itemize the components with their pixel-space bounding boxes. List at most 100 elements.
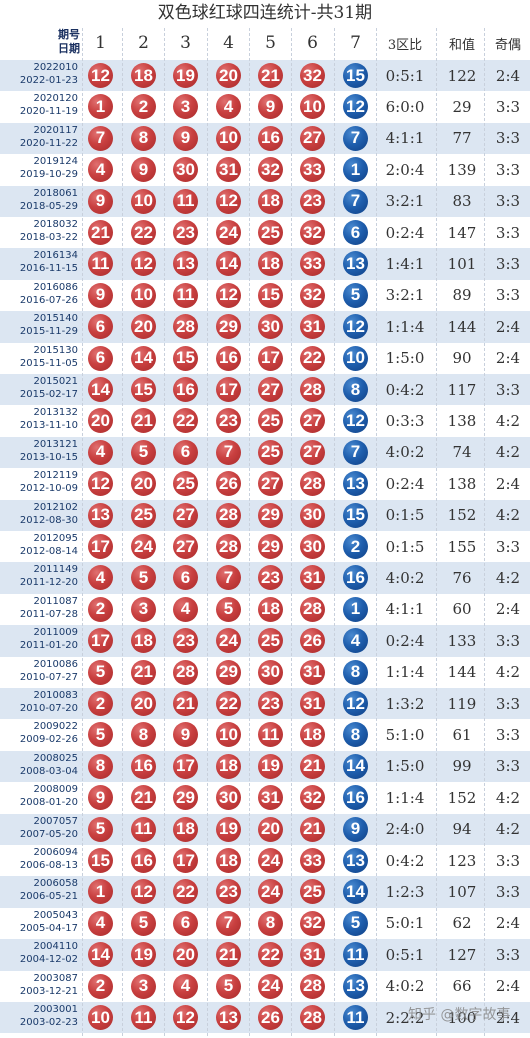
odd-even-value: 3:3 — [495, 882, 521, 901]
blue-ball: 7 — [343, 188, 368, 214]
page-title: 双色球红球四连统计-共31期 — [157, 3, 373, 23]
column-separator — [249, 28, 250, 1036]
red-ball: 31 — [300, 942, 325, 968]
red-ball: 5 — [88, 722, 113, 748]
blue-ball: 7 — [343, 125, 368, 151]
odd-even-value: 3:3 — [495, 537, 521, 556]
red-ball: 21 — [258, 63, 283, 88]
blue-ball: 16 — [343, 785, 368, 811]
blue-ball: 15 — [343, 502, 368, 528]
table-row: 2016086 2016-07-26 9 10 11 12 15 32 5 3:2:1 89 3:3 — [0, 280, 530, 311]
red-ball: 20 — [88, 408, 113, 434]
draw-date: 2015-02-17 — [19, 389, 78, 400]
table-row: 2022010 2022-01-23 12 18 19 20 21 32 15 0:5:1 122 2… — [0, 60, 530, 92]
period-number: 2006058 — [33, 878, 78, 890]
period-date-cell: 2008025 2008-03-04 — [0, 751, 80, 782]
period-number: 2011009 — [33, 627, 78, 639]
odd-even-value: 3:3 — [495, 694, 521, 713]
red-ball: 17 — [88, 628, 113, 654]
red-ball: 23 — [258, 691, 283, 716]
sum-value: 62 — [452, 914, 472, 933]
red-ball: 21 — [131, 408, 156, 434]
red-ball: 15 — [173, 345, 198, 371]
period-number: 2004110 — [33, 941, 78, 953]
odd-even-value: 4:2 — [495, 820, 521, 839]
red-ball: 19 — [131, 942, 156, 968]
blue-ball: 1 — [343, 157, 368, 183]
period-number: 2022010 — [33, 62, 78, 73]
period-date-cell: 2020117 2020-11-22 — [0, 123, 80, 154]
draw-date: 2007-05-20 — [19, 828, 78, 840]
draw-date: 2015-11-29 — [19, 326, 78, 338]
red-ball: 9 — [173, 722, 198, 748]
blue-ball: 12 — [343, 94, 368, 120]
period-date-cell: 2018032 2018-03-22 — [0, 217, 80, 248]
column-separator — [122, 28, 123, 1036]
odd-even-value: 3:3 — [495, 631, 521, 650]
red-ball: 21 — [300, 753, 325, 779]
red-ball: 30 — [173, 157, 198, 183]
red-ball: 12 — [131, 251, 156, 277]
odd-even-value: 3:3 — [495, 757, 521, 776]
period-number: 2011149 — [33, 564, 78, 576]
odd-even-value: 3:3 — [495, 945, 521, 964]
red-ball: 20 — [131, 471, 156, 497]
red-ball: 30 — [300, 534, 325, 559]
red-ball: 5 — [216, 973, 241, 999]
red-ball: 22 — [258, 942, 283, 968]
blue-ball: 13 — [343, 251, 368, 277]
red-ball: 8 — [131, 125, 156, 151]
red-ball: 5 — [131, 565, 156, 591]
red-ball: 28 — [216, 502, 241, 528]
red-ball: 1 — [88, 879, 113, 905]
column-separator — [82, 28, 83, 1036]
red-ball: 11 — [131, 816, 156, 842]
table-row: 2013121 2013-10-15 4 5 6 7 25 27 7 4:0:2 74 4:2 — [0, 436, 530, 469]
period-date-cell: 2008009 2008-01-20 — [0, 782, 80, 813]
red-ball: 32 — [300, 282, 325, 308]
period-date-cell: 2015140 2015-11-29 — [0, 311, 80, 342]
blue-ball: 12 — [343, 408, 368, 434]
red-ball: 4 — [216, 94, 241, 120]
blue-ball: 13 — [343, 973, 368, 999]
blue-ball: 12 — [343, 691, 368, 716]
sum-value: 152 — [447, 788, 477, 807]
zone-ratio-value: 4:1:1 — [385, 129, 425, 148]
sum-value: 155 — [447, 537, 477, 556]
period-number: 2020117 — [33, 124, 78, 136]
red-ball: 22 — [173, 879, 198, 905]
zone-ratio-header: 3区比 — [387, 37, 423, 53]
red-ball: 7 — [216, 565, 241, 591]
red-ball: 14 — [216, 251, 241, 277]
red-ball: 18 — [258, 251, 283, 277]
red-ball: 23 — [173, 628, 198, 654]
red-ball: 30 — [258, 314, 283, 340]
period-number: 2015140 — [33, 313, 78, 325]
red-ball: 33 — [300, 848, 325, 873]
red-ball: 9 — [258, 94, 283, 120]
blue-ball: 8 — [343, 377, 368, 402]
table-row: 2006058 2006-05-21 1 12 22 23 24 25 14 1:2:3 107 3:… — [0, 876, 530, 908]
table-row: 2011087 2011-07-28 2 3 4 5 18 28 1 4:1:1 60 2:4 — [0, 594, 530, 625]
draw-date: 2022-01-23 — [19, 75, 78, 86]
table-row: 2003001 2003-02-23 10 11 12 13 26 28 11 2:2:2 100 2… — [0, 1002, 530, 1034]
red-ball: 17 — [173, 848, 198, 873]
red-ball: 20 — [258, 816, 283, 842]
period-date-cell: 2015130 2015-11-05 — [0, 343, 80, 374]
red-ball: 28 — [300, 1005, 325, 1030]
draw-date: 2003-02-23 — [19, 1017, 78, 1028]
odd-even-value: 3:3 — [495, 223, 521, 242]
red-ball: 25 — [258, 628, 283, 654]
red-ball: 27 — [258, 471, 283, 497]
zone-ratio-value: 1:4:1 — [385, 254, 425, 273]
blue-ball: 2 — [343, 534, 368, 559]
period-date-cell: 2010083 2010-07-20 — [0, 688, 80, 719]
red-ball: 27 — [173, 502, 198, 528]
red-ball: 16 — [131, 753, 156, 779]
zone-ratio-value: 1:5:0 — [385, 757, 425, 776]
period-number: 2003087 — [33, 972, 78, 984]
zone-ratio-value: 3:2:1 — [385, 192, 425, 211]
red-ball: 18 — [300, 722, 325, 748]
red-ball: 23 — [258, 565, 283, 591]
ball-column-header-7: 7 — [350, 33, 361, 53]
